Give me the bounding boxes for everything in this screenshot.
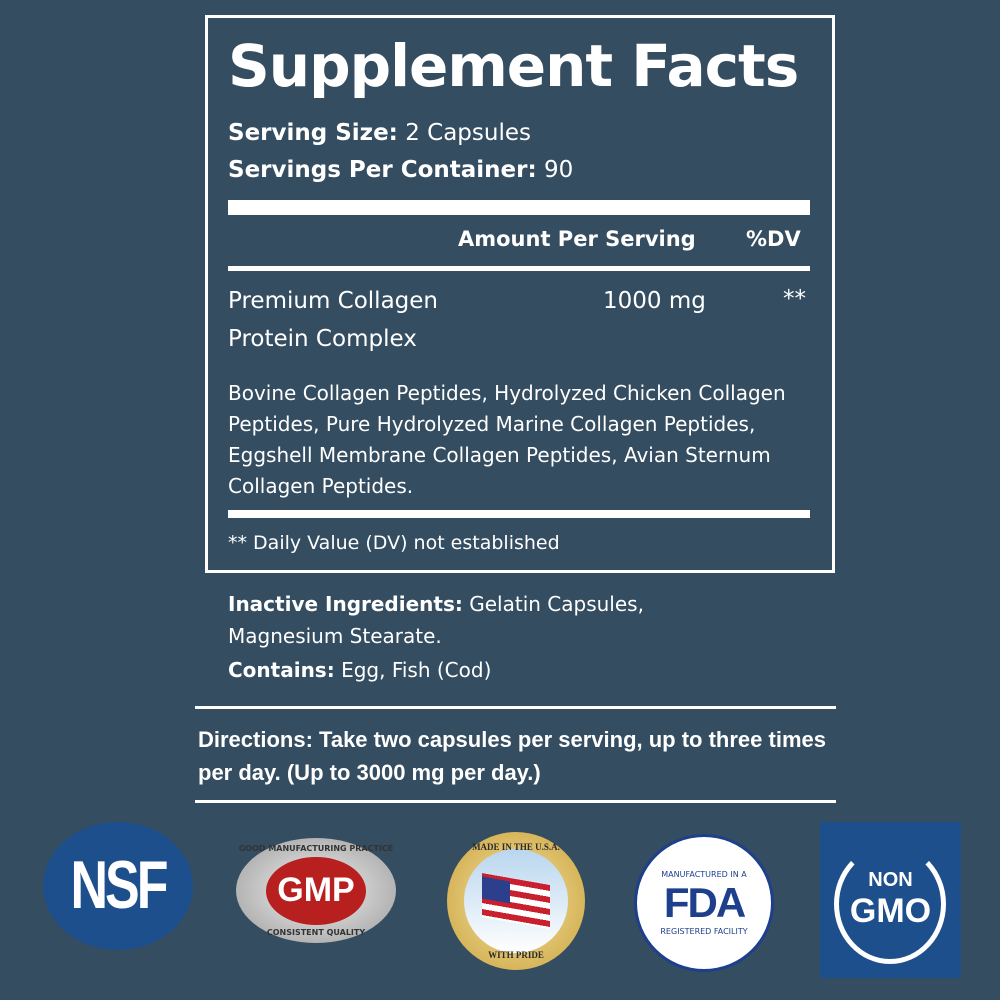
dv-header: %DV: [746, 227, 801, 251]
nsf-text: NSF: [70, 848, 169, 924]
fda-badge: MANUFACTURED IN A FDA REGISTERED FACILIT…: [634, 834, 774, 972]
ingredients-list: Bovine Collagen Peptides, Hydrolyzed Chi…: [228, 381, 786, 498]
amount-header: Amount Per Serving: [458, 227, 696, 251]
usa-flag-icon: [464, 849, 568, 953]
gmp-bottom-text: CONSISTENT QUALITY: [266, 928, 366, 937]
serving-size: Serving Size: 2 Capsules: [228, 120, 531, 146]
fda-bottom-text: REGISTERED FACILITY: [660, 927, 748, 936]
footnote: ** Daily Value (DV) not established: [228, 532, 560, 554]
supplement-facts-panel: [205, 15, 835, 573]
serving-size-value: 2 Capsules: [405, 120, 531, 146]
contains: Contains: Egg, Fish (Cod): [228, 658, 491, 682]
serving-size-label: Serving Size:: [228, 120, 398, 146]
panel-title: Supplement Facts: [228, 32, 799, 100]
thin-divider: [228, 266, 810, 271]
directions-top-rule: [195, 706, 836, 709]
directions: Directions: Take two capsules per servin…: [198, 727, 826, 785]
nsf-badge: NSF: [43, 822, 193, 950]
usa-bottom-text: WITH PRIDE: [488, 950, 544, 960]
thick-divider: [228, 200, 810, 215]
fda-top-text: MANUFACTURED IN A: [661, 870, 747, 879]
fda-text: FDA: [663, 879, 746, 926]
gmp-top-text: GOOD MANUFACTURING PRACTICE: [238, 844, 394, 853]
contains-label: Contains:: [228, 658, 335, 682]
gmp-badge: GOOD MANUFACTURING PRACTICE GMP CONSISTE…: [236, 838, 396, 943]
gmp-text: GMP: [266, 856, 366, 925]
non-gmo-badge: NON GMO: [820, 822, 961, 978]
made-in-usa-badge: MADE IN THE U.S.A. WITH PRIDE: [447, 832, 585, 970]
directions-bottom-rule: [195, 800, 836, 803]
inactive-label: Inactive Ingredients:: [228, 592, 463, 616]
inactive-ingredients: Inactive Ingredients: Gelatin Capsules, …: [228, 588, 668, 652]
item-name-1: Premium Collagen: [228, 288, 438, 314]
servings-label: Servings Per Container:: [228, 157, 537, 183]
leaf-circle-icon: [834, 844, 946, 964]
inactive-value: Gelatin Capsules, Magnesium Stearate.: [228, 592, 644, 648]
item-amount: 1000 mg: [603, 288, 706, 314]
item-name-2: Protein Complex: [228, 326, 417, 352]
servings-value: 90: [544, 157, 574, 183]
contains-value: Egg, Fish (Cod): [334, 658, 492, 682]
usa-top-text: MADE IN THE U.S.A.: [472, 842, 560, 852]
servings-per-container: Servings Per Container: 90: [228, 157, 573, 183]
bottom-divider: [228, 510, 810, 518]
item-dv: **: [783, 286, 806, 312]
